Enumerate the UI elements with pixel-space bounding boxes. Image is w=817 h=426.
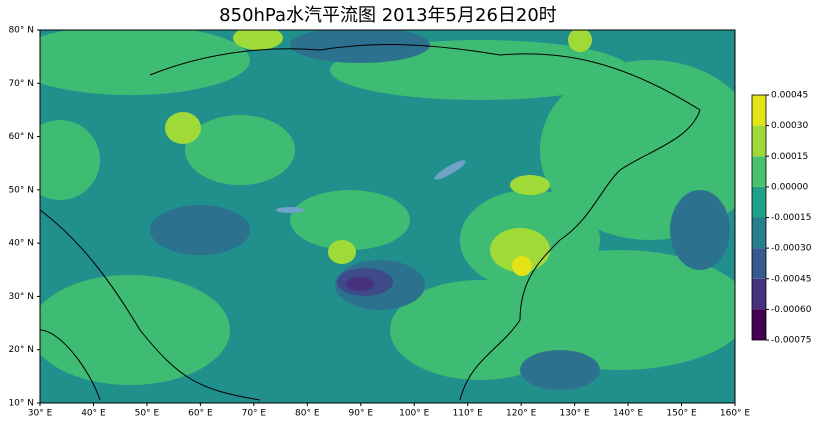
x-tick-label: 80° E xyxy=(295,409,320,419)
x-tick-label: 150° E xyxy=(666,409,697,419)
colorbar-tick-label: -0.00060 xyxy=(771,305,812,315)
colorbar-frame xyxy=(751,94,767,341)
x-tick-label: 110° E xyxy=(453,409,484,419)
colorbar-segment xyxy=(752,186,766,218)
y-tick-label: 80° N xyxy=(8,26,34,36)
x-tick-label: 50° E xyxy=(135,409,160,419)
colorbar-segment xyxy=(752,278,766,310)
colorbar-tick-label: 0.00000 xyxy=(771,182,808,192)
x-tick-label: 140° E xyxy=(613,409,644,419)
map-title: 850hPa水汽平流图 2013年5月26日20时 xyxy=(219,5,557,26)
y-tick-label: 40° N xyxy=(8,239,34,249)
y-tick-label: 50° N xyxy=(8,185,34,195)
y-tick-label: 30° N xyxy=(8,292,34,302)
x-tick-label: 90° E xyxy=(349,409,374,419)
y-tick-label: 10° N xyxy=(8,399,34,409)
map-frame xyxy=(39,29,736,404)
colorbar-segment xyxy=(752,309,766,340)
colorbar-segment xyxy=(752,156,766,187)
contour-field xyxy=(40,30,735,403)
colorbar-segment xyxy=(752,125,766,157)
x-tick-label: 130° E xyxy=(559,409,590,419)
colorbar-tick-label: -0.00030 xyxy=(771,244,812,254)
colorbar-tick-label: -0.00045 xyxy=(771,274,811,284)
x-tick-label: 120° E xyxy=(506,409,537,419)
x-tick-label: 100° E xyxy=(399,409,430,419)
y-tick-label: 20° N xyxy=(8,345,34,355)
colorbar-segment xyxy=(752,248,766,279)
colorbar-tick-label: -0.00015 xyxy=(771,213,811,223)
x-tick-label: 60° E xyxy=(188,409,213,419)
y-tick-label: 60° N xyxy=(8,132,34,142)
colorbar-tick-label: -0.00075 xyxy=(771,336,811,346)
colorbar-tick-label: 0.00045 xyxy=(771,91,808,101)
x-tick-label: 40° E xyxy=(81,409,106,419)
x-tick-label: 70° E xyxy=(242,409,267,419)
x-tick-label: 30° E xyxy=(28,409,53,419)
y-tick-label: 70° N xyxy=(8,79,34,89)
colorbar-segment xyxy=(752,217,766,249)
x-tick-label: 160° E xyxy=(720,409,751,419)
colorbar-segment xyxy=(752,95,766,126)
colorbar-tick-label: 0.00015 xyxy=(771,152,808,162)
colorbar-tick-label: 0.00030 xyxy=(771,121,808,131)
